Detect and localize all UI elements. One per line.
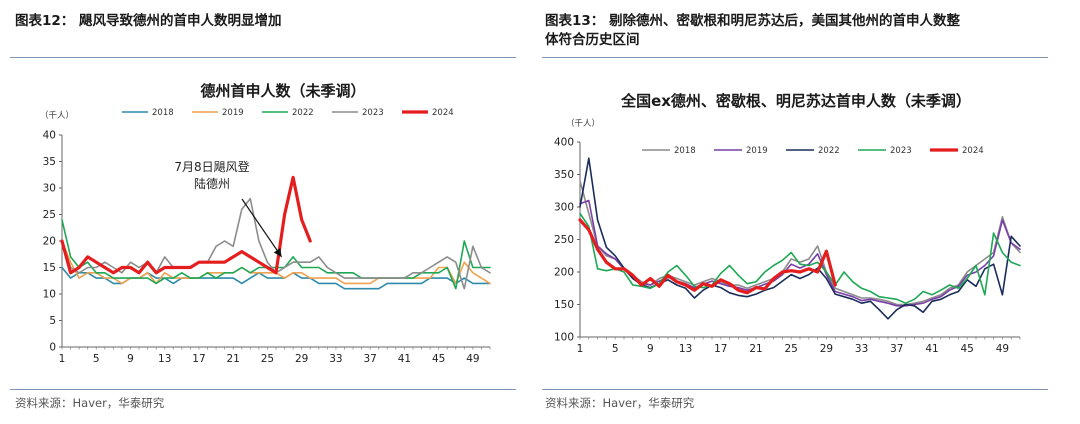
- series-line-2023: [579, 212, 1021, 304]
- x-tick-label: 49: [996, 343, 1009, 355]
- figure-13-title-rule: [542, 57, 1048, 58]
- figure-13-title-line2: 体符合历史区间: [545, 32, 640, 48]
- figure-12-bottom-rule: [10, 389, 516, 390]
- y-tick-label: 100: [554, 332, 574, 344]
- x-tick-label: 45: [432, 353, 445, 365]
- figure-13-source: 资料来源：Haver，华泰研究: [545, 396, 695, 410]
- x-tick-label: 9: [127, 353, 134, 365]
- y-tick-label: 40: [43, 130, 56, 142]
- x-tick-label: 25: [785, 343, 798, 355]
- y-tick-label: 20: [43, 236, 56, 248]
- x-tick-label: 5: [93, 353, 100, 365]
- x-tick-label: 29: [295, 353, 308, 365]
- legend-label-2018: 2018: [674, 146, 696, 156]
- series-line-2023: [61, 197, 491, 290]
- x-tick-label: 25: [261, 353, 274, 365]
- y-tick-label: 25: [43, 209, 56, 221]
- annotation-text-line1: 7月8日飓风登: [174, 159, 249, 174]
- x-tick-label: 9: [647, 343, 654, 355]
- legend-label-2019: 2019: [746, 146, 768, 156]
- figure-13-bottom-rule: [542, 389, 1048, 390]
- y-tick-label: 35: [43, 156, 56, 168]
- x-tick-label: 5: [612, 343, 619, 355]
- legend-label-2023: 2023: [890, 146, 912, 156]
- series-line-2024: [60, 175, 312, 275]
- x-tick-label: 17: [714, 343, 727, 355]
- y-tick-label: 10: [43, 289, 56, 301]
- chart-title: 全国ex德州、密歇根、明尼苏达首申人数（未季调）: [620, 92, 971, 110]
- x-tick-label: 13: [679, 343, 692, 355]
- y-tick-label: 250: [554, 234, 574, 246]
- chart-series-group: [578, 157, 1021, 320]
- figure-12-source: 资料来源：Haver，华泰研究: [15, 396, 165, 410]
- annotation-text-line2: 陆德州: [194, 176, 230, 191]
- y-axis-unit-label: （千人）: [566, 118, 600, 129]
- x-tick-label: 17: [192, 353, 205, 365]
- x-tick-label: 13: [158, 353, 171, 365]
- chart-legend: 2018 2019 2022 2023 2024: [122, 108, 454, 118]
- x-tick-label: 41: [398, 353, 411, 365]
- legend-label-2022: 2022: [818, 146, 840, 156]
- legend-label-2022: 2022: [292, 108, 314, 118]
- y-axis-unit-label: （千人）: [40, 110, 74, 121]
- chart-national-ex-claims: 全国ex德州、密歇根、明尼苏达首申人数（未季调） （千人） 2018 2019 20…: [554, 92, 1021, 355]
- x-tick-label: 45: [961, 343, 974, 355]
- y-tick-label: 150: [554, 299, 574, 311]
- chart-legend: 2018 2019 2022 2023 2024: [642, 146, 984, 156]
- legend-label-2018: 2018: [152, 108, 174, 118]
- y-tick-label: 30: [43, 183, 56, 195]
- y-tick-label: 5: [49, 315, 56, 327]
- y-tick-label: 15: [43, 262, 56, 274]
- figure-12-title-rule: [10, 57, 516, 58]
- x-tick-label: 33: [855, 343, 868, 355]
- x-tick-label: 37: [363, 353, 376, 365]
- legend-label-2024: 2024: [962, 146, 984, 156]
- hurricane-annotation: 7月8日飓风登 陆德州: [174, 159, 283, 258]
- x-tick-label: 37: [890, 343, 903, 355]
- series-line-2022: [579, 157, 1021, 320]
- x-tick-label: 1: [577, 343, 584, 355]
- chart-axes: 100 150 200 250 300 350 400 1 5 9 13 17 21 25 29 33 37 41…: [554, 137, 1021, 355]
- legend-label-2024: 2024: [432, 108, 454, 118]
- series-line-2019: [579, 199, 1021, 307]
- legend-label-2023: 2023: [362, 108, 384, 118]
- y-tick-label: 200: [554, 267, 574, 279]
- x-tick-label: 21: [227, 353, 240, 365]
- x-tick-label: 29: [820, 343, 833, 355]
- y-tick-label: 300: [554, 202, 574, 214]
- legend-label-2019: 2019: [222, 108, 244, 118]
- figure-12-title: 图表12： 飓风导致德州的首申人数明显增加: [15, 13, 282, 29]
- annotation-arrow-line: [241, 198, 283, 258]
- series-line-2024: [578, 218, 837, 295]
- chart-title: 德州首申人数（未季调）: [200, 82, 365, 100]
- chart-series-group: [60, 175, 491, 290]
- y-tick-label: 350: [554, 169, 574, 181]
- x-tick-label: 49: [466, 353, 479, 365]
- x-tick-label: 41: [925, 343, 938, 355]
- figure-13-title-line1: 图表13： 剔除德州、密歇根和明尼苏达后，美国其他州的首申人数整: [545, 13, 960, 29]
- figure-13-title: 图表13： 剔除德州、密歇根和明尼苏达后，美国其他州的首申人数整 体符合历史区间: [545, 12, 960, 50]
- x-tick-label: 1: [59, 353, 66, 365]
- y-tick-label: 400: [554, 137, 574, 149]
- x-tick-label: 33: [329, 353, 342, 365]
- y-tick-label: 0: [49, 342, 56, 354]
- x-tick-label: 21: [749, 343, 762, 355]
- chart-texas-claims: 德州首申人数（未季调） （千人） 2018 2019 2022 2023 2024 05…: [40, 82, 491, 365]
- annotation-arrow-head: [273, 248, 282, 257]
